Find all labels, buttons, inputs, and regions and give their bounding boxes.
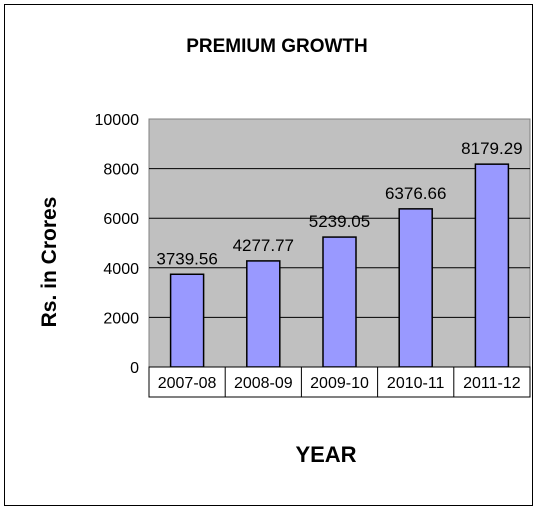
y-axis-ticks: 0 2000 4000 6000 8000 10000 bbox=[95, 112, 140, 377]
x-tick-label: 2010-11 bbox=[387, 375, 445, 392]
bar bbox=[322, 236, 357, 368]
bar bbox=[246, 260, 281, 368]
x-tick-label: 2009-10 bbox=[310, 375, 369, 392]
data-label: 4277.77 bbox=[233, 236, 294, 255]
x-axis-label: YEAR bbox=[295, 442, 356, 467]
y-tick-label: 10000 bbox=[95, 112, 140, 129]
x-tick-label: 2008-09 bbox=[234, 375, 293, 392]
data-label: 6376.66 bbox=[385, 184, 446, 203]
x-tick-label: 2007-08 bbox=[158, 375, 217, 392]
x-axis-ticks: 2007-08 2008-09 2009-10 2010-11 2011-12 bbox=[158, 367, 521, 397]
bar bbox=[169, 273, 205, 368]
bar bbox=[474, 163, 510, 368]
bars bbox=[169, 163, 510, 368]
y-tick-label: 8000 bbox=[103, 162, 139, 179]
data-label: 8179.29 bbox=[461, 139, 522, 158]
y-tick-label: 0 bbox=[130, 360, 139, 377]
category-table bbox=[148, 366, 531, 398]
data-label: 3739.56 bbox=[156, 249, 217, 268]
y-tick-label: 4000 bbox=[103, 261, 139, 278]
chart-title: PREMIUM GROWTH bbox=[186, 36, 368, 57]
data-labels: 3739.56 4277.77 5239.05 6376.66 8179.29 bbox=[156, 139, 522, 268]
y-axis-label: Rs. in Crores bbox=[38, 197, 61, 328]
y-tick-label: 6000 bbox=[103, 211, 139, 228]
bar bbox=[398, 208, 433, 368]
y-tick-label: 2000 bbox=[103, 310, 139, 327]
data-label: 5239.05 bbox=[309, 212, 370, 231]
x-tick-label: 2011-12 bbox=[463, 375, 521, 392]
